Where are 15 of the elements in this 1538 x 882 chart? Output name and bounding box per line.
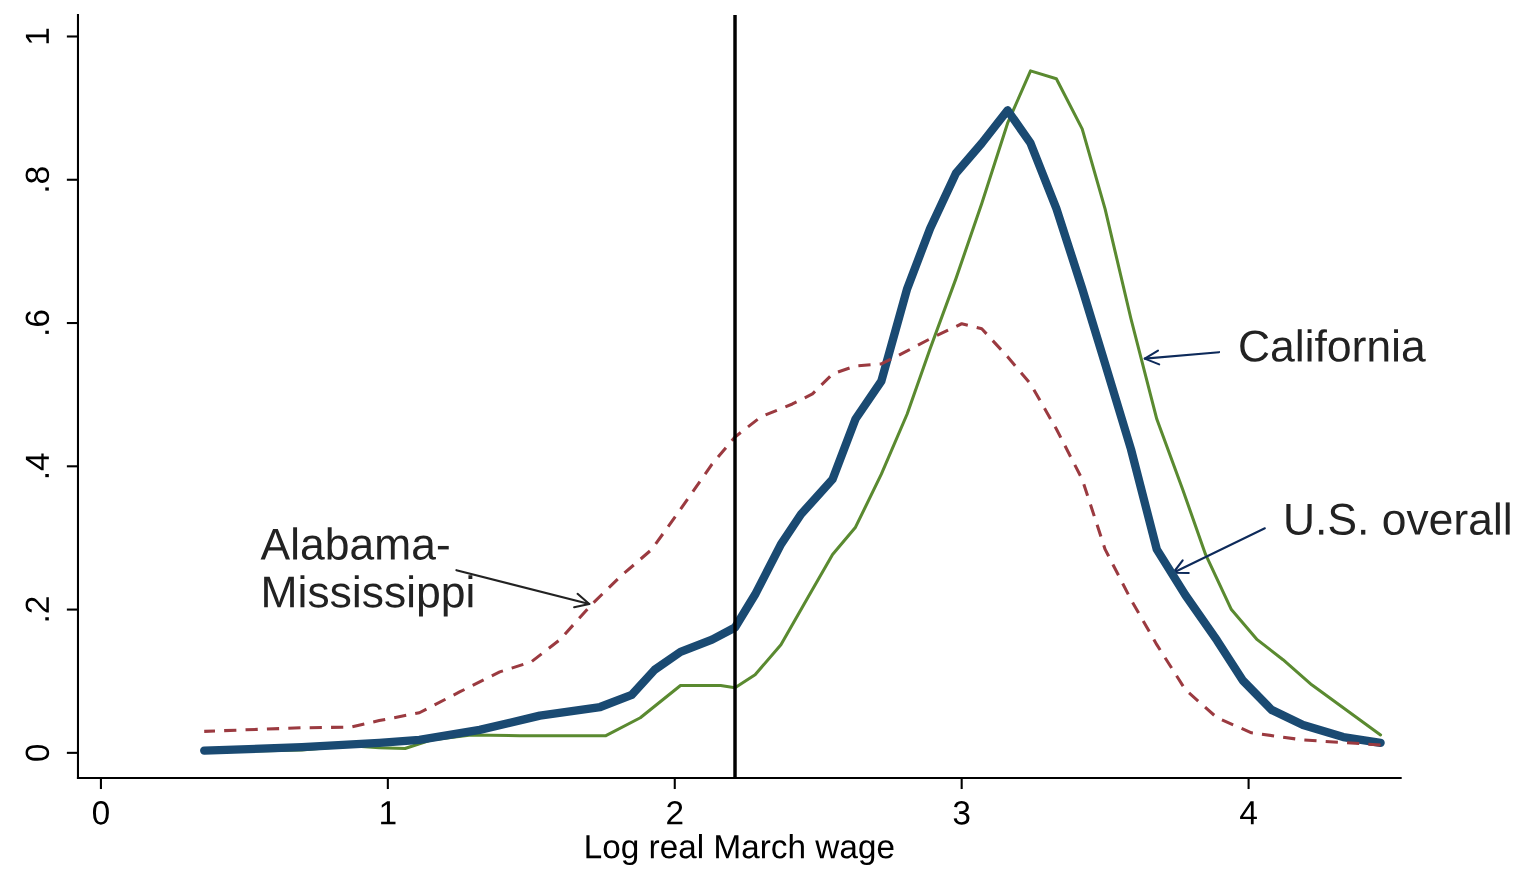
- x-tick-label: 3: [953, 801, 970, 825]
- y-tick-label: .8: [25, 167, 50, 191]
- x-tick-label: 0: [92, 801, 109, 825]
- annotation: California: [1240, 329, 1426, 362]
- y-tick-label: 1: [25, 28, 49, 44]
- y-tick-label: .4: [25, 453, 49, 478]
- x-tick-label: 2: [667, 801, 683, 825]
- annotation: Alabama- Mississippi: [260, 527, 473, 617]
- annotation: U.S. overall: [1286, 502, 1510, 536]
- y-tick-label: .6: [25, 310, 50, 334]
- x-tick-label: 1: [381, 801, 396, 825]
- y-tick-label: 0: [25, 744, 50, 761]
- y-tick-label: .2: [25, 597, 49, 621]
- x-axis-title: Log real March wage: [586, 834, 894, 866]
- x-tick-label: 4: [1240, 801, 1257, 825]
